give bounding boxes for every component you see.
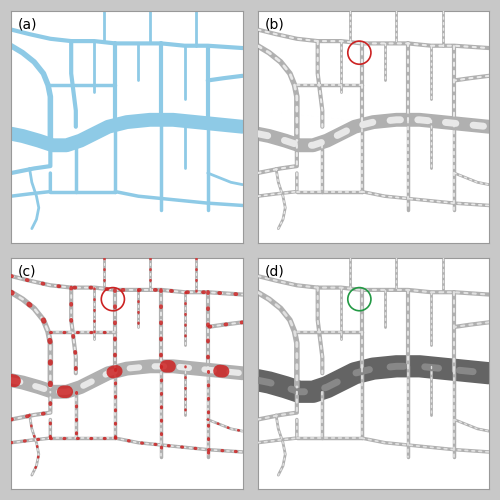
- Text: (d): (d): [264, 264, 284, 278]
- Text: (c): (c): [18, 264, 36, 278]
- Text: (b): (b): [264, 18, 284, 32]
- Text: (a): (a): [18, 18, 38, 32]
